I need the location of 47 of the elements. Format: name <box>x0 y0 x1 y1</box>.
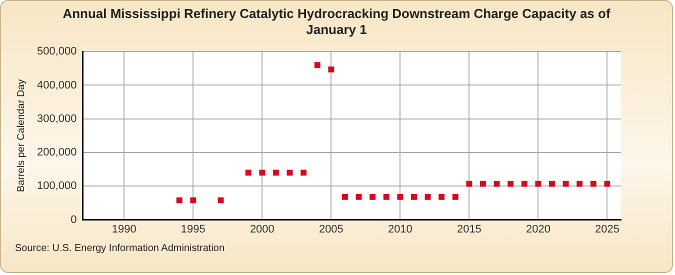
x-tick-label: 2010 <box>388 223 412 236</box>
point <box>273 170 279 176</box>
point <box>480 180 486 187</box>
point <box>176 197 182 204</box>
point <box>314 62 320 68</box>
point <box>466 180 472 187</box>
point <box>356 194 362 200</box>
point <box>190 197 196 204</box>
chart-title: Annual Mississippi Refinery Catalytic Hydrocracking Downstream Charge Capacity as of January 1 <box>62 6 612 38</box>
point <box>549 180 555 187</box>
x-tick-label: 2025 <box>594 223 620 236</box>
x-tick-label: 2020 <box>526 223 550 236</box>
point <box>562 180 569 187</box>
point <box>452 194 458 200</box>
point <box>300 170 307 176</box>
y-axis-title: Barrels per Calendar Day <box>16 79 27 192</box>
y-tick-label: 500,000 <box>36 46 77 58</box>
point <box>521 180 528 187</box>
y-tick-label: 0 <box>70 214 77 226</box>
point <box>342 194 348 200</box>
point <box>397 194 404 200</box>
y-tick-label: 300,000 <box>36 112 77 125</box>
point <box>508 180 514 187</box>
x-tick-label: 1990 <box>112 223 136 236</box>
x-tick-label: 1995 <box>180 223 206 236</box>
point <box>424 194 431 200</box>
point <box>383 194 390 200</box>
point <box>535 180 542 187</box>
source-note: Source: U.S. Energy Information Administration <box>15 243 225 254</box>
point <box>245 170 252 176</box>
y-tick-label: 200,000 <box>36 146 77 159</box>
y-tick-label: 400,000 <box>36 79 77 92</box>
point <box>218 197 224 204</box>
point <box>328 66 334 72</box>
x-tick-label: 2015 <box>456 223 482 236</box>
point <box>370 194 376 200</box>
point <box>438 194 445 200</box>
point <box>576 180 583 187</box>
x-tick-label: 2005 <box>318 223 344 236</box>
point <box>259 170 266 176</box>
y-tick-label: 100,000 <box>36 180 77 192</box>
point <box>590 180 596 187</box>
x-tick-label: 2000 <box>250 223 274 236</box>
point <box>604 180 610 187</box>
point <box>286 170 293 176</box>
point <box>494 180 500 187</box>
point <box>411 194 417 200</box>
